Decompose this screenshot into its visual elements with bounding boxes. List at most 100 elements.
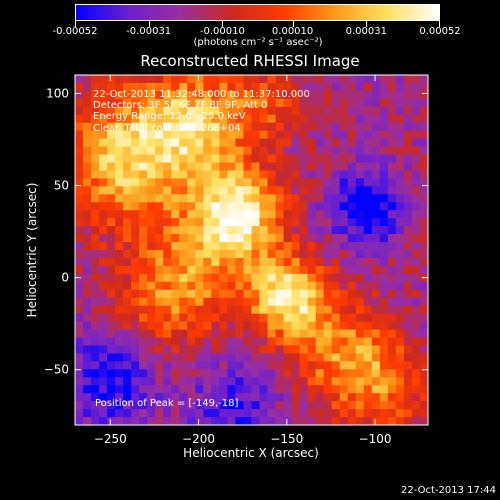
- heatmap-cell: [395, 122, 405, 132]
- heatmap-cell: [83, 297, 92, 307]
- heatmap-cell: [179, 178, 188, 187]
- heatmap-cell: [147, 265, 156, 275]
- heatmap-cell: [259, 281, 269, 291]
- heatmap-cell: [227, 146, 237, 156]
- heatmap-cell: [251, 273, 261, 283]
- heatmap-cell: [171, 265, 180, 275]
- heatmap-cell: [371, 377, 381, 386]
- heatmap-cell: [131, 337, 140, 347]
- heatmap-cell: [275, 385, 285, 394]
- heatmap-cell: [83, 90, 92, 100]
- heatmap-cell: [83, 289, 92, 299]
- heatmap-cell: [91, 75, 100, 84]
- heatmap-cell: [315, 257, 325, 267]
- heatmap-cell: [147, 194, 156, 203]
- heatmap-cell: [227, 329, 237, 339]
- heatmap-cell: [275, 345, 285, 354]
- heatmap-cell: [371, 273, 381, 283]
- heatmap-cell: [75, 289, 84, 299]
- heatmap-cell: [227, 361, 237, 370]
- heatmap-cell: [339, 401, 349, 410]
- heatmap-cell: [411, 75, 421, 84]
- heatmap-cell: [387, 90, 397, 100]
- heatmap-cell: [363, 186, 373, 195]
- heatmap-cell: [283, 385, 293, 394]
- heatmap-cell: [115, 273, 124, 283]
- x-axis-label: Heliocentric X (arcsec): [183, 446, 319, 460]
- heatmap-cell: [83, 417, 92, 425]
- heatmap-cell: [179, 106, 188, 116]
- heatmap-cell: [75, 186, 84, 195]
- heatmap-cell: [291, 329, 301, 339]
- heatmap-cell: [259, 273, 269, 283]
- heatmap-cell: [307, 194, 317, 203]
- heatmap-cell: [227, 281, 237, 291]
- heatmap-cell: [323, 369, 333, 378]
- heatmap-cell: [371, 218, 381, 227]
- heatmap-cell: [299, 257, 309, 267]
- heatmap-cell: [115, 82, 124, 92]
- heatmap-cell: [395, 273, 405, 283]
- heatmap-cell: [395, 186, 405, 195]
- heatmap-cell: [99, 90, 108, 100]
- heatmap-cell: [235, 329, 245, 339]
- heatmap-cell: [387, 138, 397, 148]
- heatmap-cell: [235, 281, 245, 291]
- heatmap-cell: [275, 377, 285, 386]
- heatmap-cell: [339, 154, 349, 164]
- heatmap-cell: [123, 178, 132, 187]
- heatmap-cell: [387, 329, 397, 339]
- heatmap-cell: [355, 194, 365, 203]
- heatmap-cell: [211, 114, 221, 124]
- heatmap-cell: [195, 162, 204, 172]
- heatmap-cell: [139, 130, 148, 140]
- heatmap-cell: [171, 281, 180, 291]
- heatmap-cell: [91, 281, 100, 291]
- heatmap-cell: [251, 353, 261, 362]
- heatmap-cell: [347, 106, 357, 116]
- heatmap-cell: [91, 82, 100, 92]
- heatmap-cell: [323, 218, 333, 227]
- heatmap-cell: [227, 297, 237, 307]
- heatmap-cell: [291, 75, 301, 84]
- heatmap-cell: [203, 361, 212, 370]
- heatmap-cell: [379, 345, 389, 354]
- heatmap-cell: [91, 146, 100, 156]
- heatmap-cell: [355, 353, 365, 362]
- heatmap-cell: [403, 313, 413, 323]
- heatmap-cell: [195, 297, 204, 307]
- heatmap-cell: [419, 361, 428, 370]
- heatmap-cell: [275, 226, 285, 235]
- heatmap-cell: [155, 226, 164, 235]
- chart-title: Reconstructed RHESSI Image: [140, 52, 360, 70]
- heatmap-cell: [195, 273, 204, 283]
- heatmap-cell: [379, 305, 389, 315]
- heatmap-cell: [187, 273, 196, 283]
- heatmap-cell: [131, 297, 140, 307]
- heatmap-cell: [251, 345, 261, 354]
- heatmap-cell: [379, 202, 389, 211]
- heatmap-cell: [315, 146, 325, 156]
- heatmap-cell: [323, 393, 333, 402]
- heatmap-cell: [139, 98, 148, 108]
- heatmap-cell: [123, 265, 132, 275]
- heatmap-cell: [243, 210, 253, 219]
- heatmap-cell: [139, 289, 148, 299]
- heatmap-cell: [211, 82, 221, 92]
- heatmap-cell: [419, 154, 428, 164]
- heatmap-cell: [91, 234, 100, 243]
- heatmap-cell: [147, 178, 156, 187]
- heatmap-cell: [107, 218, 116, 227]
- heatmap-cell: [203, 114, 212, 124]
- heatmap-cell: [363, 377, 373, 386]
- heatmap-cell: [379, 90, 389, 100]
- heatmap-cell: [235, 353, 245, 362]
- heatmap-cell: [387, 98, 397, 108]
- heatmap-cell: [187, 186, 196, 195]
- heatmap-cell: [171, 146, 180, 156]
- heatmap-cell: [195, 186, 204, 195]
- heatmap-cell: [411, 154, 421, 164]
- heatmap-cell: [347, 353, 357, 362]
- heatmap-cell: [99, 178, 108, 187]
- heatmap-cell: [227, 75, 237, 84]
